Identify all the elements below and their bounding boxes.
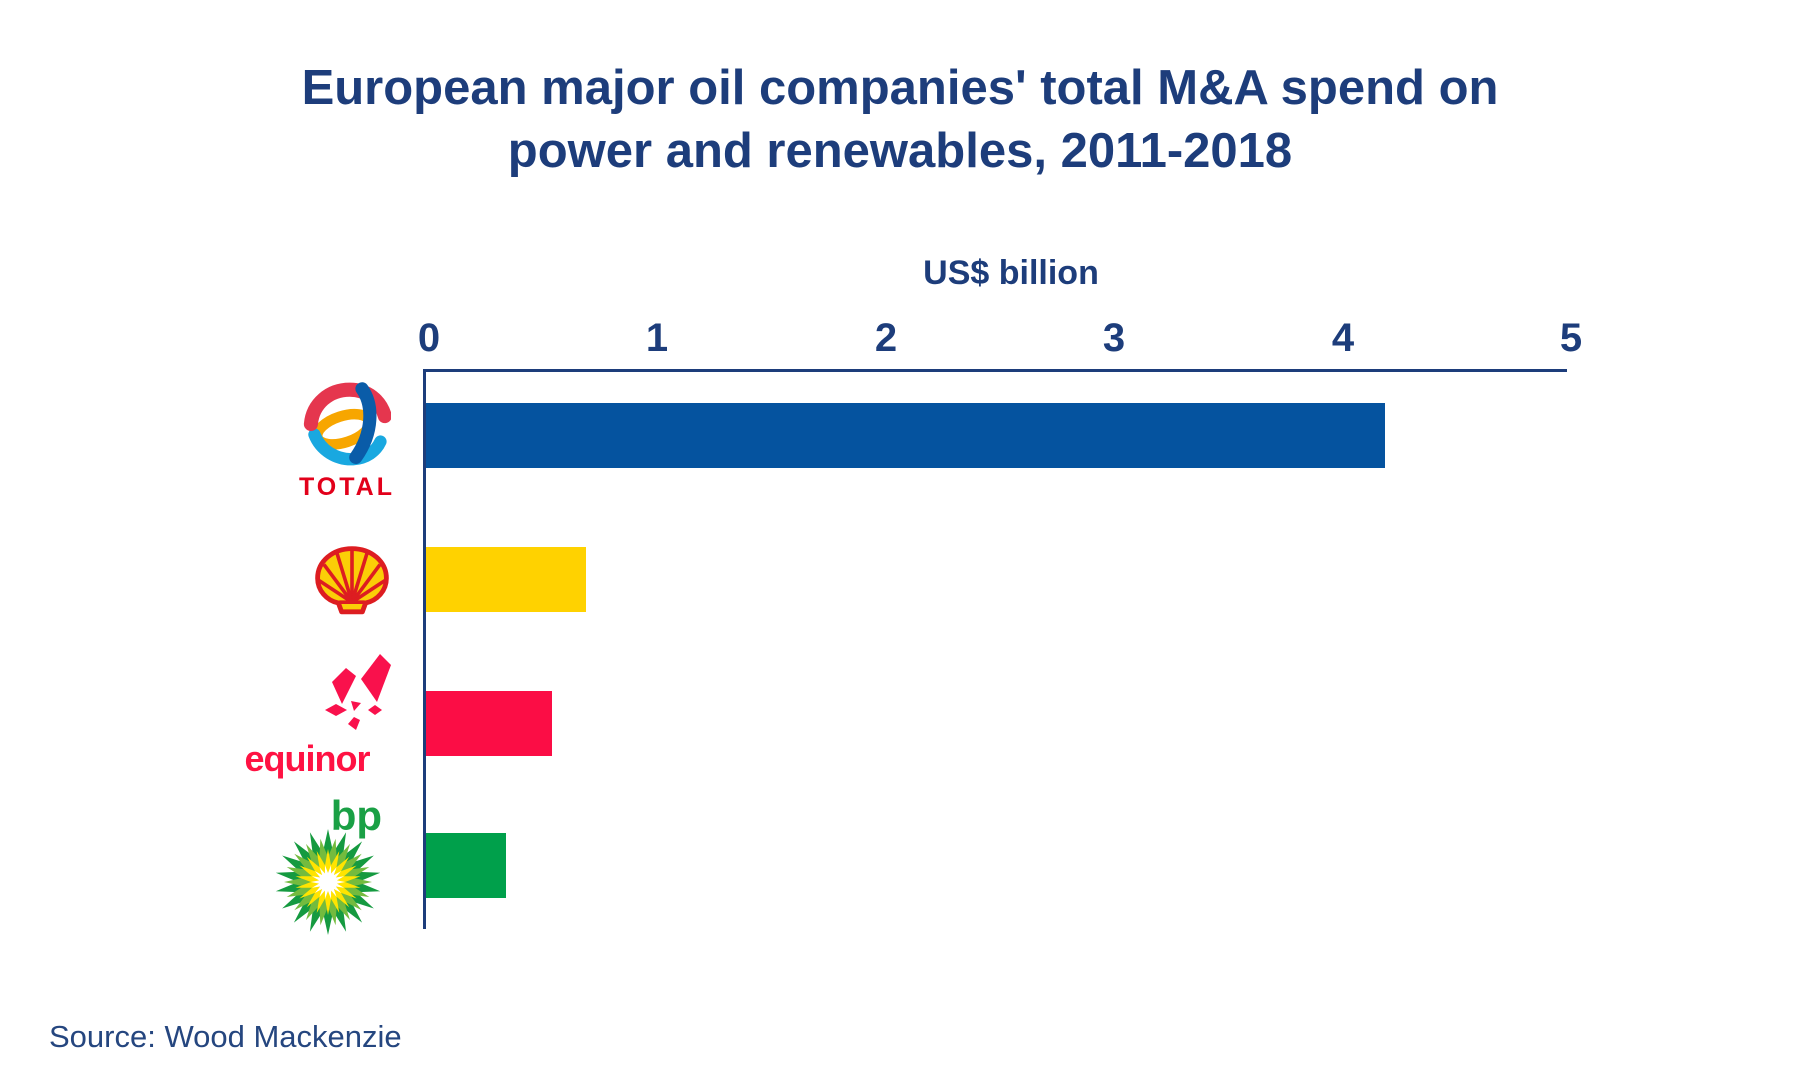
bar-bp <box>426 833 506 898</box>
x-tick-1: 1 <box>645 316 669 360</box>
bar-total <box>426 403 1385 468</box>
source-note: Source: Wood Mackenzie <box>49 1019 402 1054</box>
bar-equinor <box>426 691 552 756</box>
x-tick-4: 4 <box>1331 316 1355 360</box>
total-logo <box>303 380 392 473</box>
x-axis-ticks: 0 1 2 3 4 5 <box>418 316 1582 360</box>
x-tick-0: 0 <box>417 316 441 360</box>
chart-title-line-2: power and renewables, 2011-2018 <box>507 124 1293 178</box>
x-axis-line <box>424 369 1567 372</box>
bp-wordmark: bp <box>330 792 382 839</box>
bp-helios-icon <box>275 829 381 935</box>
shell-logo <box>312 535 392 628</box>
x-axis-title: US$ billion <box>923 254 1099 292</box>
bp-logo <box>272 828 384 941</box>
x-tick-5: 5 <box>1559 316 1583 360</box>
x-tick-2: 2 <box>874 316 898 360</box>
total-globe-icon <box>303 382 392 466</box>
equinor-star-icon <box>325 654 391 730</box>
total-wordmark: TOTAL <box>298 473 395 501</box>
x-tick-3: 3 <box>1102 316 1126 360</box>
bar-shell <box>426 547 586 612</box>
chart-title: European major oil companies' total M&A … <box>0 57 1800 183</box>
y-axis-line <box>423 369 426 929</box>
shell-pecten-icon <box>315 546 389 615</box>
chart-title-line-1: European major oil companies' total M&A … <box>301 61 1499 115</box>
equinor-logo <box>315 648 405 743</box>
equinor-wordmark: equinor <box>244 738 371 779</box>
